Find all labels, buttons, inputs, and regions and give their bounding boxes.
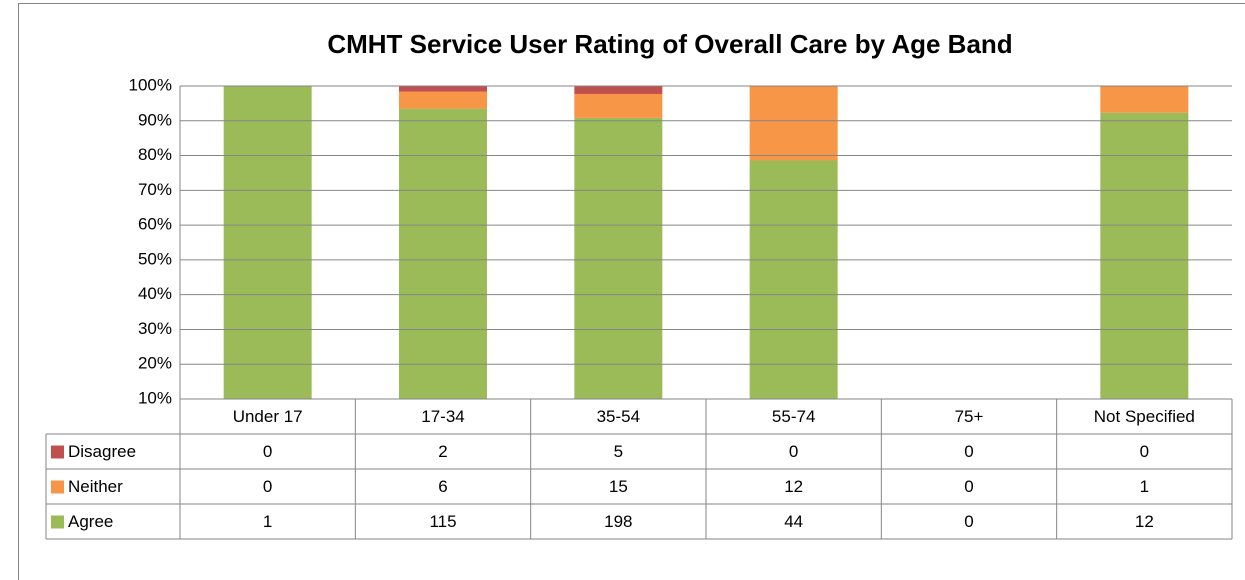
- y-tick-label: 50%: [138, 249, 172, 268]
- y-tick-label: 10%: [138, 388, 172, 407]
- table-value: 6: [438, 477, 447, 496]
- table-value: 0: [964, 512, 973, 531]
- bar-segment: [574, 117, 663, 399]
- legend-swatch: [51, 515, 64, 529]
- legend-label: Neither: [68, 477, 123, 496]
- y-tick-label: 90%: [138, 110, 172, 129]
- y-tick-label: 100%: [129, 75, 172, 94]
- x-tick-label: 55-74: [772, 407, 815, 426]
- plot-area: [223, 86, 1189, 399]
- table-value: 0: [964, 442, 973, 461]
- x-tick-label: Under 17: [233, 407, 303, 426]
- x-tick-label: 75+: [955, 407, 984, 426]
- table-value: 0: [1140, 442, 1149, 461]
- table-value: 0: [964, 477, 973, 496]
- table-value: 0: [263, 477, 272, 496]
- legend-swatch: [51, 480, 64, 494]
- bar-segment: [574, 93, 663, 118]
- y-tick-label: 70%: [138, 180, 172, 199]
- bar-segment: [749, 160, 838, 399]
- table-value: 12: [1135, 512, 1154, 531]
- legend-label: Agree: [68, 512, 113, 531]
- table-value: 0: [789, 442, 798, 461]
- table-value: 15: [609, 477, 628, 496]
- bar-segment: [399, 86, 487, 92]
- y-tick-label: 30%: [138, 319, 172, 338]
- table-value: 2: [438, 442, 447, 461]
- table-value: 198: [604, 512, 632, 531]
- bar-segment: [574, 86, 663, 94]
- bar-segment: [1100, 112, 1189, 399]
- x-tick-label: 17-34: [421, 407, 464, 426]
- y-tick-label: 40%: [138, 284, 172, 303]
- y-tick-label: 60%: [138, 215, 172, 234]
- table-value: 12: [784, 477, 803, 496]
- x-tick-label: Not Specified: [1094, 407, 1195, 426]
- table-value: 5: [614, 442, 623, 461]
- table-value: 0: [263, 442, 272, 461]
- bar-segment: [399, 91, 487, 109]
- table-value: 44: [784, 512, 803, 531]
- table-value: 1: [263, 512, 272, 531]
- y-tick-label: 80%: [138, 145, 172, 164]
- legend-swatch: [51, 445, 64, 459]
- bar-segment: [223, 86, 312, 399]
- chart-title: CMHT Service User Rating of Overall Care…: [327, 29, 1012, 59]
- bar-segment: [399, 108, 487, 399]
- bar-segment: [1100, 86, 1189, 113]
- legend-label: Disagree: [68, 442, 136, 461]
- bar-segment: [749, 86, 838, 161]
- table-value: 1: [1140, 477, 1149, 496]
- x-tick-label: 35-54: [597, 407, 640, 426]
- y-tick-label: 20%: [138, 354, 172, 373]
- table-value: 115: [429, 512, 456, 531]
